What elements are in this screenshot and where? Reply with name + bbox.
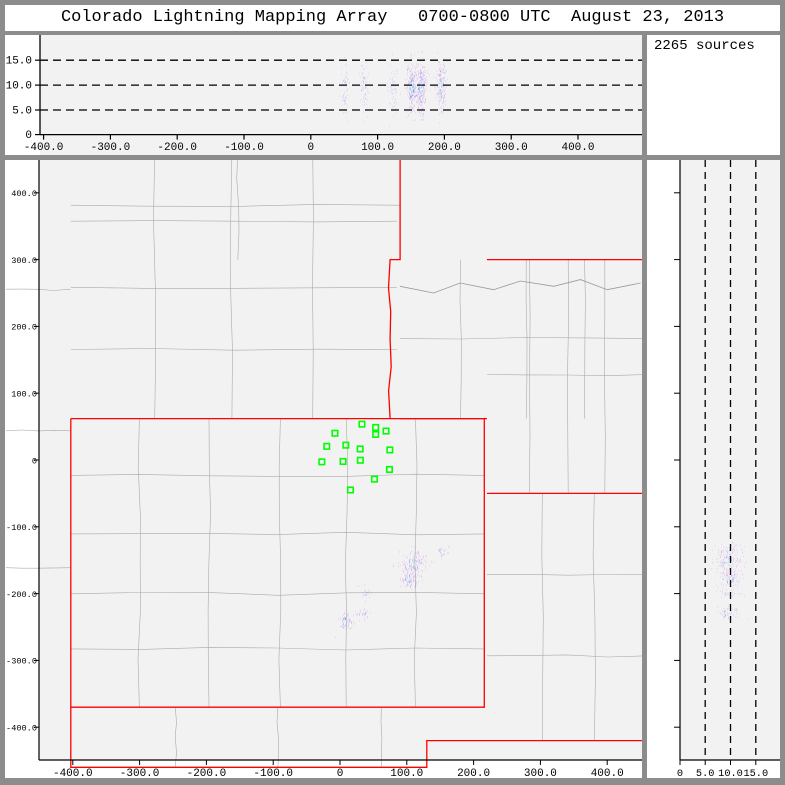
svg-text:100.0: 100.0: [390, 768, 423, 778]
svg-text:-300.0: -300.0: [120, 768, 160, 778]
svg-text:10.0: 10.0: [718, 768, 743, 778]
svg-text:0: 0: [25, 130, 32, 142]
svg-text:400.0: 400.0: [11, 189, 37, 199]
svg-text:0: 0: [337, 768, 344, 778]
svg-text:-200.0: -200.0: [157, 142, 197, 154]
svg-text:100.0: 100.0: [361, 142, 394, 154]
svg-text:-100.0: -100.0: [224, 142, 264, 154]
svg-text:-200.0: -200.0: [6, 590, 37, 600]
svg-text:300.0: 300.0: [524, 768, 557, 778]
svg-text:200.0: 200.0: [428, 142, 461, 154]
svg-text:0: 0: [32, 456, 37, 466]
svg-text:-100.0: -100.0: [6, 523, 37, 533]
svg-text:300.0: 300.0: [11, 256, 37, 266]
svg-text:-300.0: -300.0: [91, 142, 131, 154]
svg-text:200.0: 200.0: [457, 768, 490, 778]
svg-text:-100.0: -100.0: [253, 768, 293, 778]
svg-text:200.0: 200.0: [11, 323, 37, 333]
svg-text:400.0: 400.0: [591, 768, 624, 778]
svg-text:-200.0: -200.0: [187, 768, 227, 778]
svg-text:0: 0: [677, 768, 683, 778]
svg-text:15.0: 15.0: [743, 768, 768, 778]
svg-text:400.0: 400.0: [561, 142, 594, 154]
svg-text:100.0: 100.0: [11, 390, 37, 400]
svg-text:0: 0: [307, 142, 314, 154]
svg-text:15.0: 15.0: [6, 56, 32, 68]
svg-text:-400.0: -400.0: [24, 142, 64, 154]
svg-text:10.0: 10.0: [6, 81, 32, 93]
svg-text:-400.0: -400.0: [6, 724, 37, 734]
svg-text:300.0: 300.0: [495, 142, 528, 154]
svg-text:5.0: 5.0: [696, 768, 715, 778]
svg-text:5.0: 5.0: [12, 106, 32, 118]
svg-text:-300.0: -300.0: [6, 657, 37, 667]
svg-text:-400.0: -400.0: [53, 768, 93, 778]
